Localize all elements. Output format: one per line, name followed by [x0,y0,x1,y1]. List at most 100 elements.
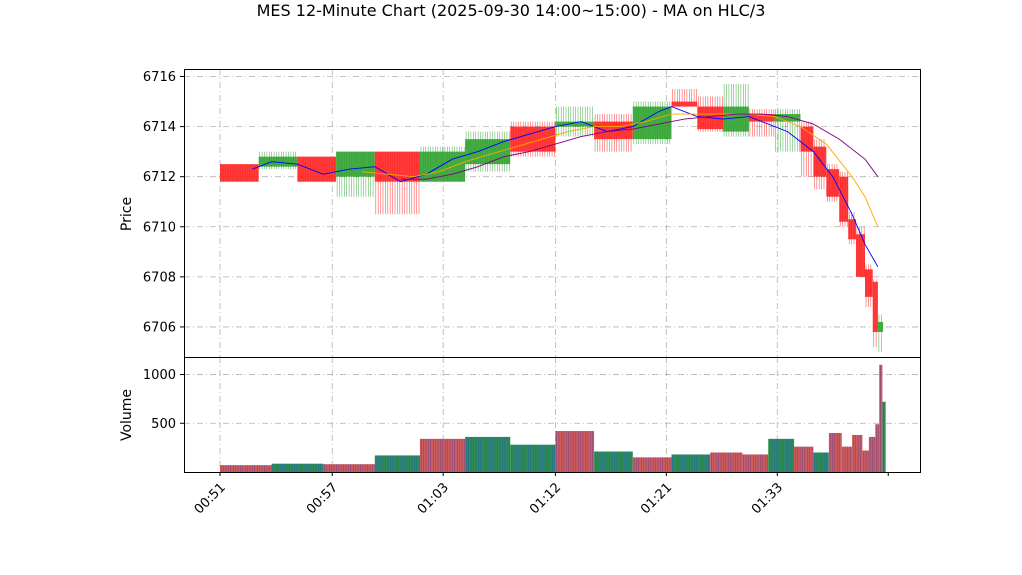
price-y-tick-label: 6716 [143,70,176,85]
candle-body [877,321,884,332]
x-tick-label: 01:21 [638,480,675,517]
candle-body [465,139,511,165]
volume-bar-body [868,436,876,472]
candle [419,146,466,182]
candle-body [839,176,849,222]
volume-bar-body [852,434,863,472]
candle [748,109,775,137]
volume-bar-body [271,463,324,472]
volume-y-tick-label: 500 [151,417,176,432]
candle [297,156,337,182]
moving-average-lines [252,106,879,268]
candle-body [374,151,420,182]
candle-body [800,126,814,152]
candle-body [813,146,827,177]
volume-bar [220,465,272,472]
candle [865,264,873,307]
candle [855,226,865,277]
volume-bar [742,454,769,472]
volume-bar-body [220,465,272,472]
volume-bar-body [813,452,829,472]
volume-bar-body [862,450,869,472]
volume-bar [510,444,556,472]
price-grid [184,69,920,357]
price-panel-frame [184,69,921,358]
volume-bar-body [841,446,853,472]
volume-bar [868,436,876,472]
price-y-tick-label: 6714 [143,120,176,135]
volume-y-ticks: 500 1000 [143,368,184,432]
price-y-tick-label: 6708 [143,270,176,285]
volume-axis-label: Volume [119,389,135,441]
candle-body [848,219,856,240]
volume-y-tick-label: 1000 [143,368,176,383]
candle-body [671,101,698,107]
volume-bar [879,364,883,472]
volume-bar [768,438,795,472]
price-y-tick-label: 6706 [143,320,176,335]
volume-bar-body [323,464,375,472]
candle-body [510,126,556,152]
candle [555,106,595,137]
candle-body [336,151,375,177]
volume-bar [555,431,595,472]
volume-bar-body [742,454,769,472]
candle [220,164,259,182]
volume-bar [875,424,880,472]
volume-bar [882,401,886,472]
candle-body [872,281,878,332]
volume-bar-body [768,438,795,472]
moving-average-line [252,106,879,268]
candle-body [774,114,801,122]
candle [872,279,878,347]
candle-body [855,234,865,277]
volume-bars [220,364,886,472]
candle-body [748,114,775,122]
candle [813,139,827,190]
volume-bar [271,463,324,472]
volume-bar [710,452,743,472]
candle [671,89,698,107]
candle [848,211,856,245]
x-tick-label: 00:51 [192,480,229,517]
volume-bar-body [710,452,743,472]
candle-body [826,169,840,197]
volume-bar-body [594,451,633,472]
volume-bar-body [882,401,886,472]
chart-title: MES 12-Minute Chart (2025-09-30 14:00~15… [256,1,766,20]
volume-bar [632,457,672,472]
price-candles [220,84,884,352]
price-axis-label: Price [119,197,135,231]
volume-bar [862,450,869,472]
candle [826,164,840,202]
volume-bar [841,446,853,472]
candle [723,84,749,137]
x-tick-label: 01:03 [415,480,452,517]
moving-average-line [361,113,879,227]
candle [510,121,556,157]
x-tick-label: 01:33 [749,480,786,517]
volume-bar [813,452,829,472]
x-tick-label: 01:12 [527,480,564,517]
volume-bar-body [875,424,880,472]
moving-average-line [400,113,879,180]
volume-bar-body [828,433,842,472]
volume-bar-body [632,457,672,472]
candle [877,314,884,352]
price-y-ticks: 6706 6708 6710 6712 6714 6716 [143,70,184,335]
x-ticks: 00:51 00:57 01:03 01:12 01:21 01:33 [192,472,889,517]
candle [374,151,420,215]
candle-body [297,156,337,182]
volume-bar [794,446,814,472]
volume-panel-frame [184,357,921,473]
volume-bar [671,454,711,472]
volume-bar [852,434,863,472]
volume-bar-body [794,446,814,472]
volume-bar [374,455,420,472]
x-tick-label: 00:57 [304,480,341,517]
candle-body [220,164,259,182]
candle [258,151,298,170]
candle [839,171,849,227]
candle-body [865,269,873,297]
